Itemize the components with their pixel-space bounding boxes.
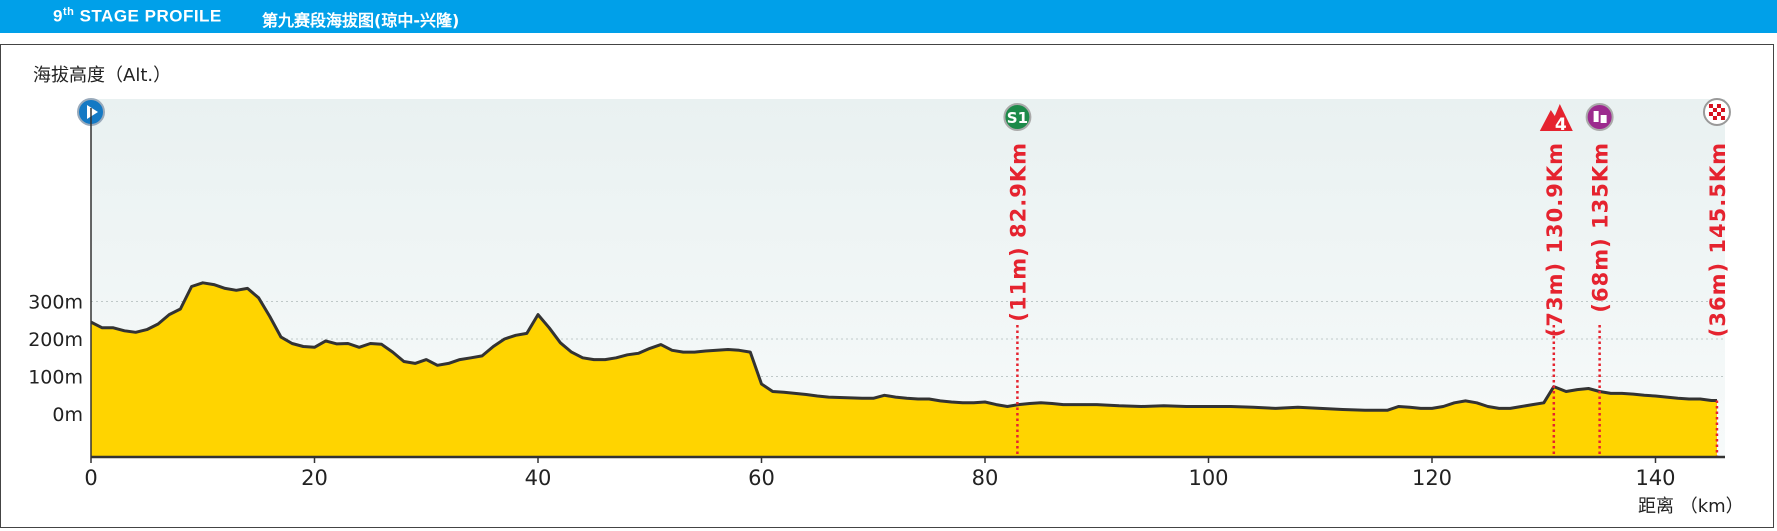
elevation-area: [91, 282, 1717, 457]
marker-label: (68m) 135Km: [1589, 142, 1613, 313]
marker: (68m) 135Km: [1585, 103, 1614, 457]
feed-zone-icon: [1585, 103, 1614, 131]
y-tick-label: 0m: [52, 404, 83, 426]
x-tick-label: 100: [1188, 466, 1228, 490]
climb-icon-text: 4: [1555, 115, 1567, 135]
elevation-line: [90, 281, 1717, 412]
x-ticks: 0 20 40 60 80 100 120 140: [84, 457, 1676, 490]
y-tick-label: 300m: [28, 292, 83, 314]
y-axis-label: 海拔高度（Alt.）: [33, 65, 171, 86]
marker: (11m) 82.9Km S1: [1003, 103, 1032, 457]
x-tick-label: 20: [301, 466, 328, 490]
stage-profile-label: 9th STAGE PROFILE: [53, 6, 222, 26]
markers: (11m) 82.9Km S1 (73m) 130.9Km 4 (68m) 135Km (…: [77, 98, 1731, 457]
stage-title: 第九赛段海拔图(琼中-兴隆): [262, 11, 460, 30]
y-ticks: 0m 100m 200m 300m: [28, 292, 83, 427]
chart-frame: [0, 44, 1774, 528]
header-bar: 9th STAGE PROFILE 第九赛段海拔图(琼中-兴隆): [0, 0, 1777, 33]
x-axis-label: 距离 （km）: [1638, 496, 1744, 517]
sprint-icon: S1: [1003, 103, 1032, 131]
x-tick-label: 120: [1412, 466, 1452, 490]
sprint-icon-text: S1: [1007, 109, 1028, 127]
x-tick-label: 80: [972, 466, 999, 490]
marker-label: (11m) 82.9Km: [1006, 142, 1030, 322]
climb-icon: 4: [1539, 104, 1573, 135]
x-tick-label: 140: [1635, 466, 1675, 490]
marker: (73m) 130.9Km 4: [1539, 104, 1573, 457]
y-tick-label: 200m: [28, 329, 83, 351]
marker: (36m) 145.5Km: [1702, 98, 1731, 457]
marker-label: (73m) 130.9Km: [1543, 142, 1567, 337]
x-tick-label: 40: [525, 466, 552, 490]
finish-flag-icon: [1702, 98, 1731, 126]
x-tick-label: 0: [84, 466, 97, 490]
grid-lines: [91, 301, 1725, 377]
marker-label: (36m) 145.5Km: [1706, 142, 1730, 337]
x-tick-label: 60: [748, 466, 775, 490]
y-tick-label: 100m: [28, 367, 83, 389]
